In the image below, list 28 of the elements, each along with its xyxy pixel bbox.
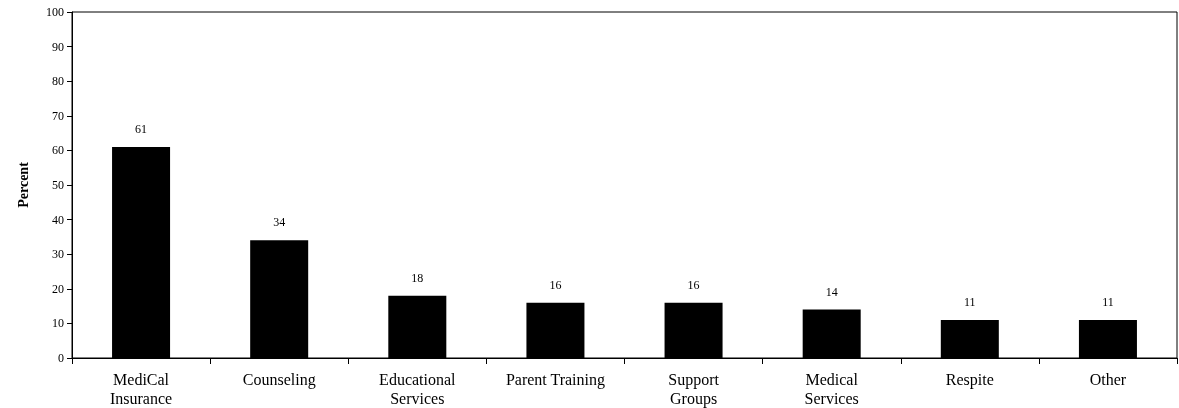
y-tick-label: 20 — [52, 281, 64, 296]
x-tick-label: MediCal Insurance — [109, 371, 173, 407]
y-axis-title: Percent — [15, 161, 31, 208]
y-tick-label: 10 — [52, 316, 64, 331]
data-label: 11 — [964, 294, 976, 309]
x-tick-label: Respite — [945, 371, 994, 389]
data-label: 18 — [411, 270, 424, 285]
y-tick-label: 90 — [52, 39, 64, 54]
data-label: 16 — [687, 277, 700, 292]
y-tick-label: 80 — [52, 74, 64, 89]
x-tick-label: Educational Services — [379, 371, 457, 407]
x-tick-label: Medical Services — [804, 371, 859, 407]
y-tick-label: 0 — [58, 351, 64, 365]
y-tick-label: 50 — [52, 178, 64, 192]
data-label: 11 — [1102, 294, 1114, 309]
y-tick-label: 70 — [52, 108, 64, 123]
x-tick-label: Support Groups — [668, 371, 720, 408]
data-label: 34 — [273, 215, 286, 230]
x-tick-label: Parent Training — [505, 371, 605, 389]
x-tick-label: Counseling — [242, 371, 316, 389]
x-tick-label: Other — [1089, 371, 1127, 388]
data-label: 16 — [549, 277, 562, 292]
y-tick-label: 30 — [52, 247, 64, 262]
y-tick-label: 40 — [52, 212, 64, 227]
y-tick-label: 100 — [46, 5, 64, 19]
data-label: 14 — [825, 284, 838, 299]
data-label: 61 — [135, 121, 148, 136]
y-tick-label: 60 — [52, 143, 64, 158]
